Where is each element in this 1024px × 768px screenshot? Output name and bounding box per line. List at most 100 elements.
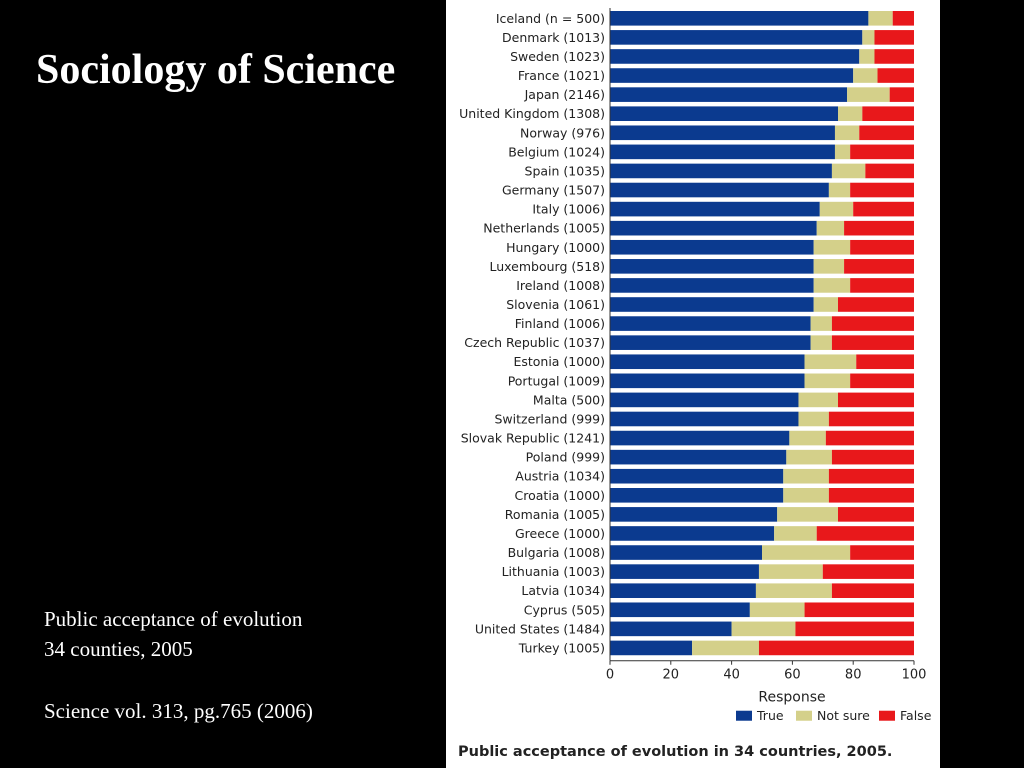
category-label: Italy (1006) [532,202,605,217]
bar-segment-true [610,87,848,102]
bar-segment-false [822,564,914,579]
bar-segment-not-sure [789,430,826,446]
bar-segment-not-sure [813,239,851,255]
bar-segment-not-sure [783,468,829,484]
bar-segment-not-sure [813,297,838,312]
bar-segment-not-sure [819,201,854,217]
bar-segment-true [610,507,778,522]
bar-segment-false [856,354,914,370]
category-label: Japan (2146) [524,87,605,102]
bar-segment-false [865,163,914,179]
bar-segment-not-sure [847,87,890,102]
category-label: Czech Republic (1037) [464,335,605,350]
caption-spacer [44,664,313,696]
bar-segment-false [844,259,914,274]
category-label: Malta (500) [533,392,605,407]
category-label: Germany (1507) [502,183,605,198]
bar-segment-not-sure [828,182,851,198]
bar-segment-false [889,87,914,102]
bar-segment-false [831,583,914,598]
bar-segment-not-sure [783,488,829,503]
bar-segment-false [831,316,914,331]
figure-caption: Public acceptance of evolution in 34 cou… [458,744,893,760]
bar-segment-false [859,125,914,141]
slide-title: Sociology of Science [36,47,396,93]
bar-segment-true [610,106,838,121]
bar-segment-not-sure [810,316,832,331]
bar-segment-not-sure [813,259,845,274]
category-label: Croatia (1000) [515,488,605,503]
bar-segment-true [610,182,829,198]
bar-segment-not-sure [804,373,851,389]
legend-label: False [900,708,932,723]
category-label: Norway (976) [520,125,605,140]
bar-segment-false [892,11,914,26]
bar-segment-true [610,583,756,598]
bar-segment-not-sure [834,125,860,141]
category-label: Poland (999) [526,450,605,465]
bar-segment-false [838,297,914,312]
bar-segment-true [610,411,799,427]
bar-segment-false [758,640,914,656]
bar-segment-true [610,239,814,255]
category-label: Switzerland (999) [495,411,606,426]
bar-segment-false [874,49,914,64]
bar-segment-not-sure [831,163,866,179]
category-label: Greece (1000) [515,526,605,541]
bar-segment-true [610,373,805,389]
bar-segment-false [853,201,914,217]
bar-segment-true [610,430,790,446]
bar-segment-not-sure [749,602,805,618]
category-label: Slovenia (1061) [506,297,605,312]
x-tick-label: 60 [784,668,801,683]
bar-segment-true [610,316,811,331]
stacked-bar-chart: Iceland (n = 500) Denmark (1013) Sweden (1… [459,8,932,723]
bar-segment-true [610,144,835,160]
bar-segment-not-sure [868,11,893,26]
bar-segment-true [610,526,775,541]
legend-label: True [756,708,784,723]
bar-segment-true [610,297,814,312]
bar-segment-false [850,182,914,198]
bar-segment-not-sure [774,526,817,541]
x-axis-label: Response [758,690,825,706]
category-label: Turkey (1005) [518,640,605,655]
bar-segment-true [610,545,762,560]
bar-segment-true [610,278,814,293]
legend-swatch-false [879,710,895,721]
legend-label: Not sure [817,708,870,723]
bar-segment-false [874,30,914,45]
category-label: Belgium (1024) [508,144,605,159]
bar-segment-false [828,488,914,503]
bar-segment-true [610,11,869,26]
bar-segment-not-sure [804,354,857,370]
bar-segment-false [831,449,914,465]
bar-segment-true [610,68,854,83]
bar-segment-true [610,564,759,579]
category-label: Denmark (1013) [502,30,605,45]
caption-line-1: Public acceptance of evolution [44,607,303,631]
bar-segment-true [610,354,805,370]
bar-segment-not-sure [859,49,875,64]
bar-segment-not-sure [798,392,838,408]
x-tick-label: 100 [902,668,927,683]
bar-segment-false [838,392,914,408]
bar-segment-not-sure [786,449,832,465]
caption-line-2: 34 counties, 2005 [44,637,193,661]
category-label: Finland (1006) [515,316,605,331]
bar-segment-false [828,411,914,427]
bar-segment-not-sure [838,106,863,121]
bar-segment-true [610,468,784,484]
category-label: Portugal (1009) [508,373,605,388]
slide-caption: Public acceptance of evolution 34 counti… [44,604,313,726]
category-label: Luxembourg (518) [490,259,606,274]
bar-segment-true [610,220,817,236]
bar-segment-not-sure [810,335,832,350]
bar-segment-true [610,335,811,350]
category-label: Hungary (1000) [506,240,605,255]
category-label: United Kingdom (1308) [459,106,605,121]
bar-segment-true [610,488,784,503]
bar-segment-true [610,30,863,45]
bar-segment-false [850,545,914,560]
bar-segment-not-sure [731,621,796,637]
